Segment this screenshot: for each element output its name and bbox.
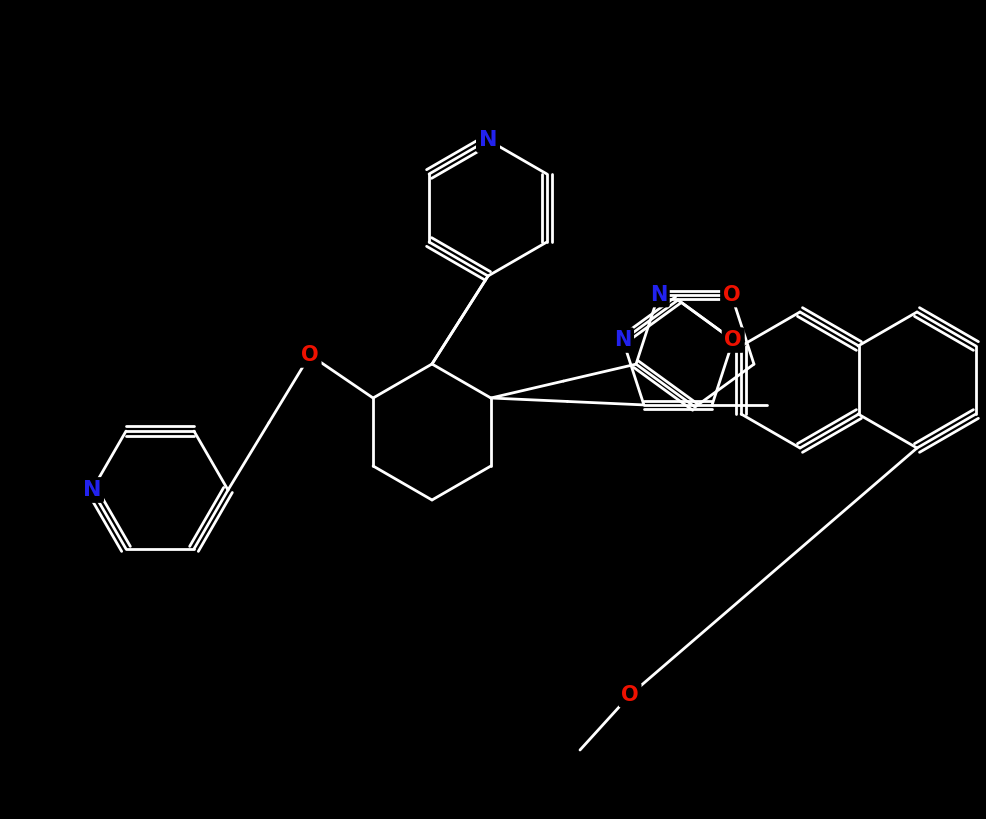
Text: O: O — [301, 345, 318, 365]
Text: N: N — [613, 330, 631, 350]
Text: N: N — [83, 480, 102, 500]
Text: N: N — [649, 285, 667, 305]
Text: N: N — [478, 130, 497, 150]
Text: N: N — [83, 480, 102, 500]
Text: N: N — [478, 130, 497, 150]
Text: O: O — [620, 685, 638, 705]
Text: O: O — [301, 345, 318, 365]
Text: O: O — [724, 330, 741, 350]
Text: N: N — [613, 330, 631, 350]
Text: O: O — [722, 285, 740, 305]
Text: O: O — [724, 330, 741, 350]
Text: O: O — [620, 685, 638, 705]
